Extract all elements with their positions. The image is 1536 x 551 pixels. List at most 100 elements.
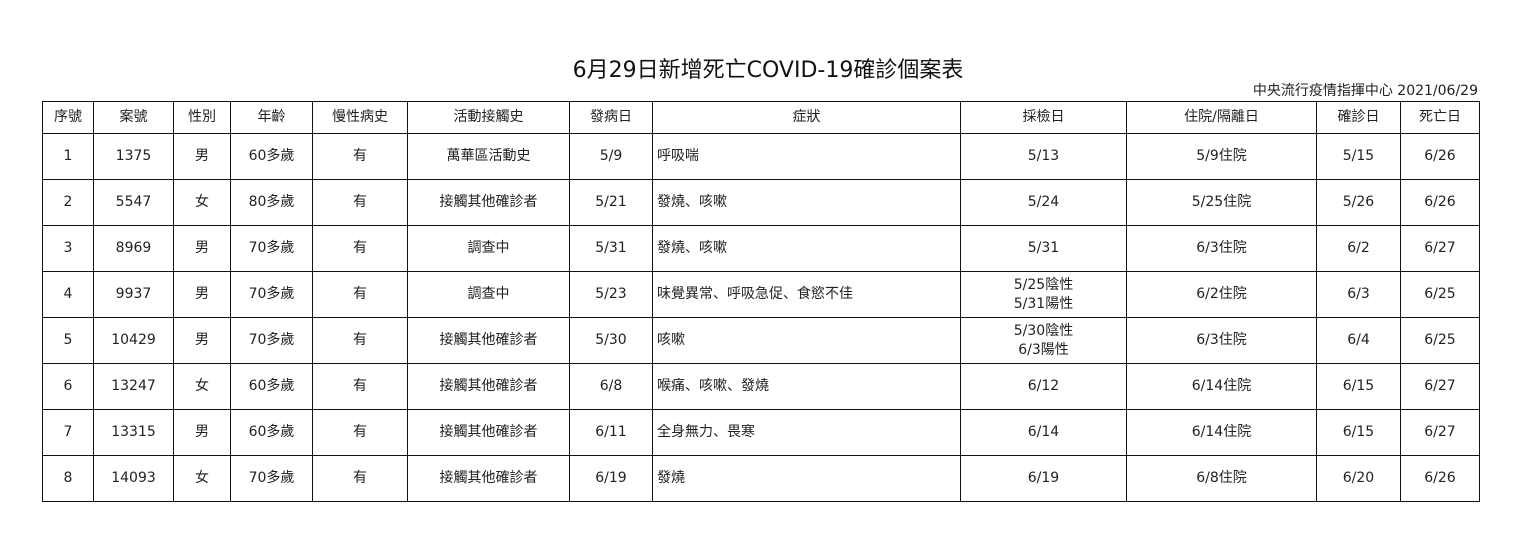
page-title: 6月29日新增死亡COVID-19確診個案表 [572,58,964,83]
cell-hospital: 6/14住院 [1126,363,1317,410]
cell-onset: 6/8 [569,363,653,410]
cell-case-no: 1375 [93,133,174,180]
table-row: 2 5547 女 80多歲有接觸其他確診者 5/21 發燒、咳嗽 5/24 5/25住院 5/2… [42,179,1480,226]
cell-case-no: 13315 [93,409,174,456]
cell-seq: 8 [42,455,94,502]
cell-seq: 5 [42,317,94,364]
cell-case-no: 13247 [93,363,174,410]
cell-onset: 5/21 [569,179,653,226]
cell-symptoms: 全身無力、畏寒 [652,409,961,456]
cell-seq: 7 [42,409,94,456]
cell-seq: 3 [42,225,94,272]
cell-confirm: 5/26 [1316,179,1401,226]
cell-chronic: 有 [312,133,408,180]
table-row: 1 1375 男 60多歲有萬華區活動史 5/9 呼吸喘 5/13 5/9住院 5/15 6/26 [42,133,1480,180]
cell-death: 6/25 [1400,317,1480,364]
cell-death: 6/26 [1400,455,1480,502]
cell-age: 60多歲 [230,363,313,410]
cell-contact: 接觸其他確診者 [407,409,570,456]
cell-hospital: 6/14住院 [1126,409,1317,456]
cell-seq: 1 [42,133,94,180]
cell-age: 80多歲 [230,179,313,226]
table-row: 6 13247 女 60多歲有接觸其他確診者 6/8 喉痛、咳嗽、發燒 6/12 6/14住院… [42,363,1480,410]
cell-confirm: 6/4 [1316,317,1401,364]
cell-sample: 5/30陰性 6/3陽性 [960,317,1127,364]
cell-sample: 5/25陰性 5/31陽性 [960,271,1127,318]
table-row: 5 10429 男 70多歲有接觸其他確診者 5/30 咳嗽 5/30陰性 6/3陽性 6/3… [42,317,1480,364]
cell-contact: 接觸其他確診者 [407,317,570,364]
header-seq: 序號 [42,101,94,134]
cell-contact: 萬華區活動史 [407,133,570,180]
cell-confirm: 6/3 [1316,271,1401,318]
cell-chronic: 有 [312,271,408,318]
cell-seq: 2 [42,179,94,226]
cell-onset: 5/31 [569,225,653,272]
cell-contact: 調查中 [407,271,570,318]
header-hospital: 住院/隔離日 [1126,101,1317,134]
header-onset: 發病日 [569,101,653,134]
cell-chronic: 有 [312,225,408,272]
table-row: 3 8969 男 70多歲有調查中 5/31 發燒、咳嗽 5/31 6/3住院 6/2 6/27 [42,225,1480,272]
cell-confirm: 6/2 [1316,225,1401,272]
header-age: 年齡 [230,101,313,134]
cell-death: 6/25 [1400,271,1480,318]
cell-onset: 6/11 [569,409,653,456]
cell-sex: 男 [173,409,231,456]
cell-death: 6/26 [1400,133,1480,180]
header-death: 死亡日 [1400,101,1480,134]
header-symptoms: 症狀 [652,101,961,134]
cell-sex: 男 [173,133,231,180]
cell-case-no: 14093 [93,455,174,502]
cell-sample: 6/19 [960,455,1127,502]
cell-case-no: 9937 [93,271,174,318]
cell-onset: 5/9 [569,133,653,180]
cell-hospital: 6/3住院 [1126,225,1317,272]
cell-sample: 5/24 [960,179,1127,226]
cell-seq: 4 [42,271,94,318]
cell-chronic: 有 [312,363,408,410]
cell-symptoms: 發燒、咳嗽 [652,179,961,226]
cell-age: 70多歲 [230,271,313,318]
header-confirm: 確診日 [1316,101,1401,134]
header-contact: 活動接觸史 [407,101,570,134]
cell-sex: 男 [173,225,231,272]
table-row: 8 14093 女 70多歲有接觸其他確診者 6/19 發燒 6/19 6/8住院 6/20 6/… [42,455,1480,502]
cell-death: 6/27 [1400,225,1480,272]
cell-onset: 5/30 [569,317,653,364]
table-row: 7 13315 男 60多歲有接觸其他確診者 6/11 全身無力、畏寒 6/14 6/14住院… [42,409,1480,456]
cell-chronic: 有 [312,179,408,226]
cell-hospital: 5/9住院 [1126,133,1317,180]
cell-sample: 5/13 [960,133,1127,180]
header-sex: 性別 [173,101,231,134]
table-row: 4 9937 男 70多歲有調查中 5/23 味覺異常、呼吸急促、食慾不佳 5/25陰性 5… [42,271,1480,318]
cell-symptoms: 喉痛、咳嗽、發燒 [652,363,961,410]
cell-onset: 5/23 [569,271,653,318]
cell-seq: 6 [42,363,94,410]
cell-death: 6/27 [1400,363,1480,410]
cell-sex: 女 [173,179,231,226]
cell-symptoms: 發燒、咳嗽 [652,225,961,272]
cell-age: 60多歲 [230,133,313,180]
cell-symptoms: 咳嗽 [652,317,961,364]
cell-chronic: 有 [312,455,408,502]
cell-sample: 5/31 [960,225,1127,272]
cell-hospital: 5/25住院 [1126,179,1317,226]
cell-symptoms: 呼吸喘 [652,133,961,180]
cell-case-no: 5547 [93,179,174,226]
cell-death: 6/27 [1400,409,1480,456]
cell-hospital: 6/2住院 [1126,271,1317,318]
cell-symptoms: 味覺異常、呼吸急促、食慾不佳 [652,271,961,318]
cell-sex: 女 [173,363,231,410]
cell-contact: 接觸其他確診者 [407,179,570,226]
cell-confirm: 6/15 [1316,363,1401,410]
cell-age: 60多歲 [230,409,313,456]
cell-symptoms: 發燒 [652,455,961,502]
cell-chronic: 有 [312,409,408,456]
cell-hospital: 6/8住院 [1126,455,1317,502]
cell-age: 70多歲 [230,317,313,364]
cell-chronic: 有 [312,317,408,364]
header-chronic: 慢性病史 [312,101,408,134]
cell-age: 70多歲 [230,225,313,272]
cell-contact: 接觸其他確診者 [407,455,570,502]
